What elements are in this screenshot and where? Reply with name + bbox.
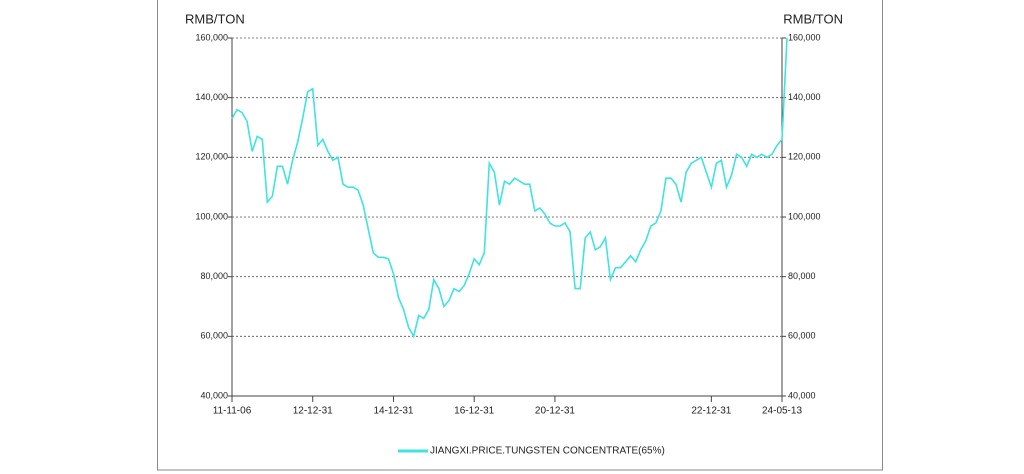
- y2-tick-label: 80,000: [788, 271, 816, 281]
- y-tick-label: 40,000: [200, 390, 228, 400]
- y2-tick-label: 160,000: [788, 32, 821, 42]
- frame: [157, 0, 883, 471]
- y2-tick-label: 40,000: [788, 390, 816, 400]
- series-line: [231, 37, 788, 339]
- y2-tick-label: 140,000: [788, 92, 821, 102]
- x-tick-label: 24-05-13: [762, 406, 802, 417]
- y2-tick-label: 100,000: [788, 211, 821, 221]
- y-tick-label: 140,000: [195, 92, 228, 102]
- x-tick-label: 12-12-31: [293, 406, 333, 417]
- y-tick-label: 60,000: [200, 331, 228, 341]
- y2-tick-label: 120,000: [788, 152, 821, 162]
- y-tick-label: 120,000: [195, 152, 228, 162]
- y2-tick-label: 60,000: [788, 331, 816, 341]
- y-tick-label: 80,000: [200, 271, 228, 281]
- x-tick-label: 14-12-31: [373, 406, 413, 417]
- x-tick-label: 22-12-31: [691, 406, 731, 417]
- x-tick-label: 16-12-31: [454, 406, 494, 417]
- y2-axis-label: RMB/TON: [783, 11, 843, 26]
- x-tick-label: 11-11-06: [213, 406, 252, 417]
- y-tick-label: 100,000: [195, 211, 228, 221]
- y-axis-label: RMB/TON: [185, 11, 245, 26]
- x-tick-label: 20-12-31: [535, 406, 575, 417]
- y-tick-label: 160,000: [195, 32, 228, 42]
- legend-label: JIANGXI.PRICE.TUNGSTEN CONCENTRATE(65%): [430, 446, 665, 457]
